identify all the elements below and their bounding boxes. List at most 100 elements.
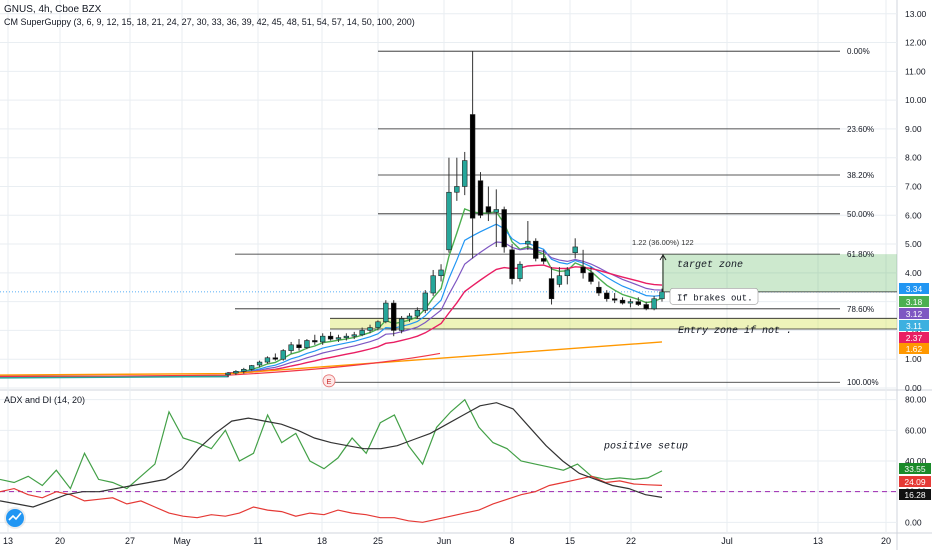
guppy-mid-ma-line	[0, 352, 441, 378]
candle-body[interactable]	[398, 318, 405, 331]
candle-body[interactable]	[233, 371, 239, 374]
candle-body[interactable]	[264, 357, 271, 363]
candle-body[interactable]	[572, 246, 578, 253]
candle-body[interactable]	[296, 344, 302, 348]
x-tick-label: 25	[373, 536, 383, 546]
candle-body[interactable]	[462, 160, 468, 187]
candle-body[interactable]	[517, 263, 523, 279]
price-badge	[899, 320, 929, 331]
candle-body[interactable]	[249, 365, 255, 370]
candle-body[interactable]	[304, 340, 310, 348]
candle-body[interactable]	[359, 330, 365, 336]
x-tick-label: 15	[565, 536, 575, 546]
candle-body[interactable]	[635, 301, 641, 305]
candle-body[interactable]	[280, 350, 286, 360]
candle-body[interactable]	[596, 286, 602, 294]
fib-level-label: 61.80%	[847, 250, 874, 259]
x-tick-label: 13	[813, 536, 823, 546]
candle-body[interactable]	[351, 334, 357, 337]
candle-body[interactable]	[540, 258, 547, 262]
adx-series-line	[0, 475, 663, 523]
fib-level-label: 23.60%	[847, 125, 874, 134]
candle-body[interactable]	[327, 335, 334, 340]
price-badge-label: 1.62	[906, 344, 923, 354]
candle-body[interactable]	[477, 180, 484, 216]
candle-body[interactable]	[312, 340, 318, 343]
candle-body[interactable]	[533, 240, 539, 259]
candle-body[interactable]	[485, 206, 492, 213]
adx-value-badge	[899, 489, 931, 500]
adx-tick-label: 40.00	[905, 456, 927, 466]
candle-body[interactable]	[375, 321, 381, 328]
candle-body[interactable]	[430, 275, 436, 294]
candle-body[interactable]	[525, 240, 531, 245]
candle-body[interactable]	[414, 309, 421, 317]
target-zone-label: target zone	[677, 260, 743, 271]
x-tick-label: 11	[253, 536, 262, 546]
candle-body[interactable]	[604, 292, 610, 300]
candle-body[interactable]	[588, 272, 594, 282]
candle-body[interactable]	[288, 344, 294, 351]
early-price-line	[0, 375, 229, 379]
fib-level-label: 78.60%	[847, 305, 874, 314]
adx-value-badge	[899, 463, 931, 474]
candle-body[interactable]	[509, 249, 515, 279]
candle-body[interactable]	[580, 266, 586, 274]
price-badge	[899, 308, 929, 319]
price-tick-label: 13.00	[905, 9, 927, 19]
candle-body[interactable]	[241, 368, 247, 372]
breakout-label: If brakes out.	[677, 293, 753, 303]
candle-body[interactable]	[454, 186, 460, 193]
candle-body[interactable]	[548, 278, 555, 300]
candle-body[interactable]	[643, 304, 649, 310]
fib-level-label: 38.20%	[847, 171, 874, 180]
candle-body[interactable]	[320, 335, 326, 343]
candle-body[interactable]	[422, 292, 428, 311]
candle-body[interactable]	[469, 114, 476, 219]
candle-body[interactable]	[438, 269, 444, 277]
candle-body[interactable]	[564, 269, 570, 277]
candle-body[interactable]	[391, 302, 397, 331]
candle-body[interactable]	[406, 315, 413, 320]
candle-body[interactable]	[335, 337, 342, 340]
candle-body[interactable]	[651, 298, 657, 310]
price-tick-label: 9.00	[905, 124, 922, 134]
price-badge-label: 3.12	[906, 309, 923, 319]
tradingview-logo[interactable]	[4, 507, 26, 529]
candle-body[interactable]	[343, 335, 350, 338]
price-tick-label: 0.00	[905, 383, 922, 393]
breakout-callout-box[interactable]	[669, 288, 759, 305]
candle-body[interactable]	[225, 372, 231, 376]
price-tick-label: 10.00	[905, 95, 927, 105]
guppy-ma-line	[0, 264, 663, 378]
candle-body[interactable]	[383, 302, 389, 323]
entry-zone-box[interactable]	[330, 318, 897, 329]
price-tick-label: 5.00	[905, 239, 922, 249]
candle-body[interactable]	[256, 361, 263, 366]
x-tick-label: May	[173, 536, 191, 546]
candle-body[interactable]	[627, 301, 634, 304]
candle-body[interactable]	[659, 291, 665, 300]
candle-body[interactable]	[611, 298, 618, 301]
candle-body[interactable]	[493, 209, 499, 213]
candle-body[interactable]	[501, 209, 507, 248]
entry-zone-label: Entry zone if not .	[678, 325, 792, 337]
adx-value-badge-label: 24.09	[904, 477, 926, 487]
earnings-marker-label: E	[326, 377, 331, 386]
guppy-long-ma-line	[0, 341, 663, 376]
adx-series-line	[0, 398, 663, 490]
candle-body[interactable]	[272, 357, 279, 360]
candle-body[interactable]	[619, 299, 626, 304]
adx-tick-label: 80.00	[905, 395, 927, 405]
candle-body[interactable]	[556, 275, 563, 285]
candle-body[interactable]	[367, 327, 373, 331]
earnings-marker[interactable]	[322, 374, 336, 388]
measure-label: 1.22 (36.00%) 122	[632, 238, 694, 247]
candle-body[interactable]	[446, 191, 452, 251]
measure-arrowhead	[659, 254, 667, 261]
target-zone-box[interactable]	[662, 254, 897, 292]
adx-tick-label: 0.00	[905, 517, 922, 527]
x-tick-label: 20	[881, 536, 891, 546]
